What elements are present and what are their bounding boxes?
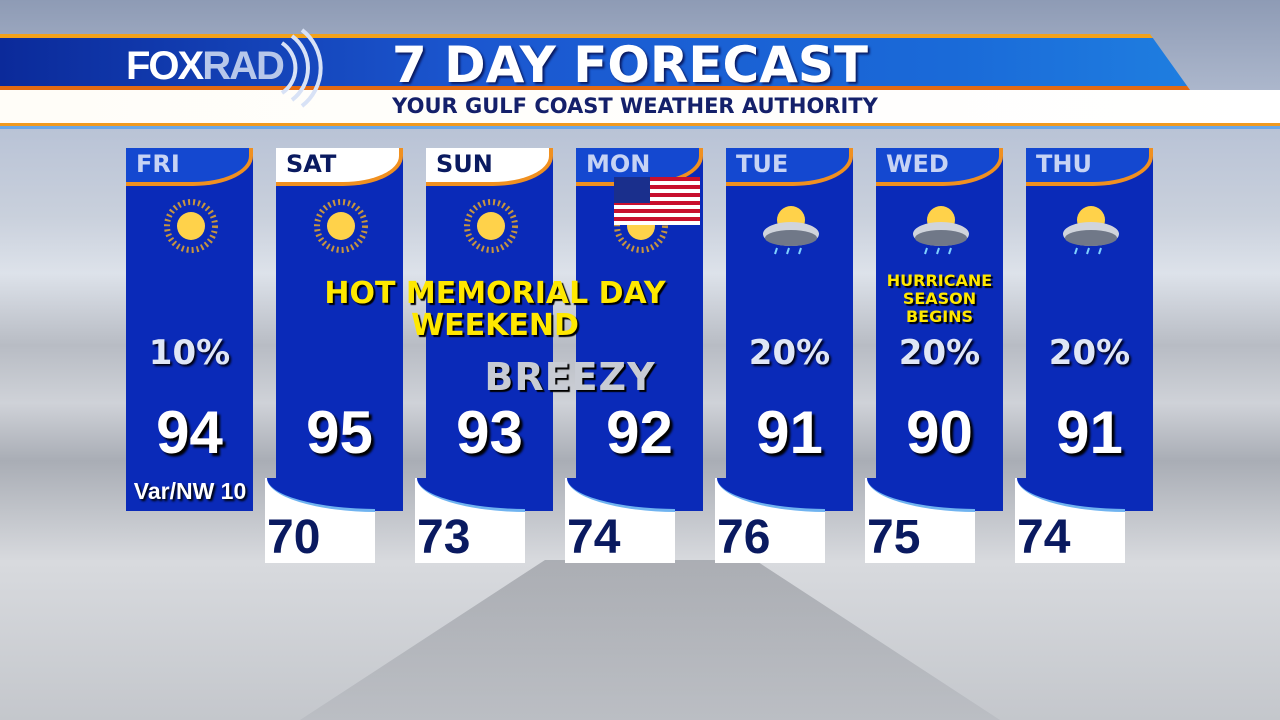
memorial-day-note: HOT MEMORIAL DAY WEEKEND bbox=[324, 276, 666, 343]
day-name: SAT bbox=[286, 150, 337, 178]
low-temp-box: 75 bbox=[865, 478, 975, 563]
low-temp: 74 bbox=[567, 511, 621, 563]
breezy-note: BREEZY bbox=[484, 355, 656, 399]
day-column-wed: WED 20% 90 bbox=[876, 148, 1003, 511]
day-name: WED bbox=[886, 150, 949, 178]
background-road bbox=[300, 560, 1000, 720]
day-column-thu: THU 20% 91 bbox=[1026, 148, 1153, 511]
high-temp: 91 bbox=[1056, 399, 1123, 466]
precip-chance: 20% bbox=[748, 333, 831, 373]
title-banner bbox=[0, 34, 1190, 90]
day-header: FRI bbox=[126, 148, 253, 186]
day-header: SUN bbox=[426, 148, 553, 186]
day-name: MON bbox=[586, 150, 651, 178]
low-temp-box: 73 bbox=[415, 478, 525, 563]
precip-chance: 10% bbox=[148, 333, 231, 373]
low-temp: 75 bbox=[867, 511, 921, 563]
low-temp: 73 bbox=[417, 511, 471, 563]
high-temp: 90 bbox=[906, 399, 973, 466]
day-name: SUN bbox=[436, 150, 493, 178]
american-flag-icon bbox=[614, 177, 700, 225]
low-temp: 74 bbox=[1017, 511, 1071, 563]
hurricane-season-note: HURRICANE SEASON BEGINS bbox=[886, 271, 993, 326]
partly-cloudy-showers-icon bbox=[1063, 206, 1119, 255]
sunny-icon bbox=[164, 199, 218, 253]
wind: Var/NW 10 bbox=[133, 478, 247, 504]
page-title: 7 DAY FORECAST bbox=[391, 36, 869, 94]
day-header: THU bbox=[1026, 148, 1153, 186]
low-temp-box: 76 bbox=[715, 478, 825, 563]
low-temp-box: 74 bbox=[1015, 478, 1125, 563]
day-column-tue: TUE 20% 91 bbox=[726, 148, 853, 511]
foxrad-logo: FOXRAD bbox=[126, 44, 285, 88]
high-temp: 94 bbox=[156, 399, 223, 466]
sunny-icon bbox=[314, 199, 368, 253]
day-header: TUE bbox=[726, 148, 853, 186]
partly-cloudy-showers-icon bbox=[913, 206, 969, 255]
tagline: YOUR GULF COAST WEATHER AUTHORITY bbox=[392, 94, 878, 118]
day-column-fri: FRI 10% 94 Var/NW 10 bbox=[126, 148, 253, 511]
sunny-icon bbox=[464, 199, 518, 253]
precip-chance: 20% bbox=[898, 333, 981, 373]
low-temp: 70 bbox=[267, 511, 321, 563]
day-name: TUE bbox=[736, 150, 789, 178]
high-temp: 91 bbox=[756, 399, 823, 466]
radar-waves-icon bbox=[280, 28, 323, 108]
low-temp-box: 70 bbox=[265, 478, 375, 563]
low-temp: 76 bbox=[717, 511, 771, 563]
day-column-sat: SAT 95 bbox=[276, 148, 403, 511]
day-header: SAT bbox=[276, 148, 403, 186]
high-temp: 93 bbox=[456, 399, 523, 466]
day-name: THU bbox=[1036, 150, 1092, 178]
high-temp: 95 bbox=[306, 399, 373, 466]
high-temp: 92 bbox=[606, 399, 673, 466]
precip-chance: 20% bbox=[1048, 333, 1131, 373]
day-header: WED bbox=[876, 148, 1003, 186]
day-name: FRI bbox=[136, 150, 180, 178]
day-column-sun: SUN 93 bbox=[426, 148, 553, 511]
partly-cloudy-showers-icon bbox=[763, 206, 819, 255]
low-temp-box: 74 bbox=[565, 478, 675, 563]
tagline-bar bbox=[0, 90, 1280, 126]
